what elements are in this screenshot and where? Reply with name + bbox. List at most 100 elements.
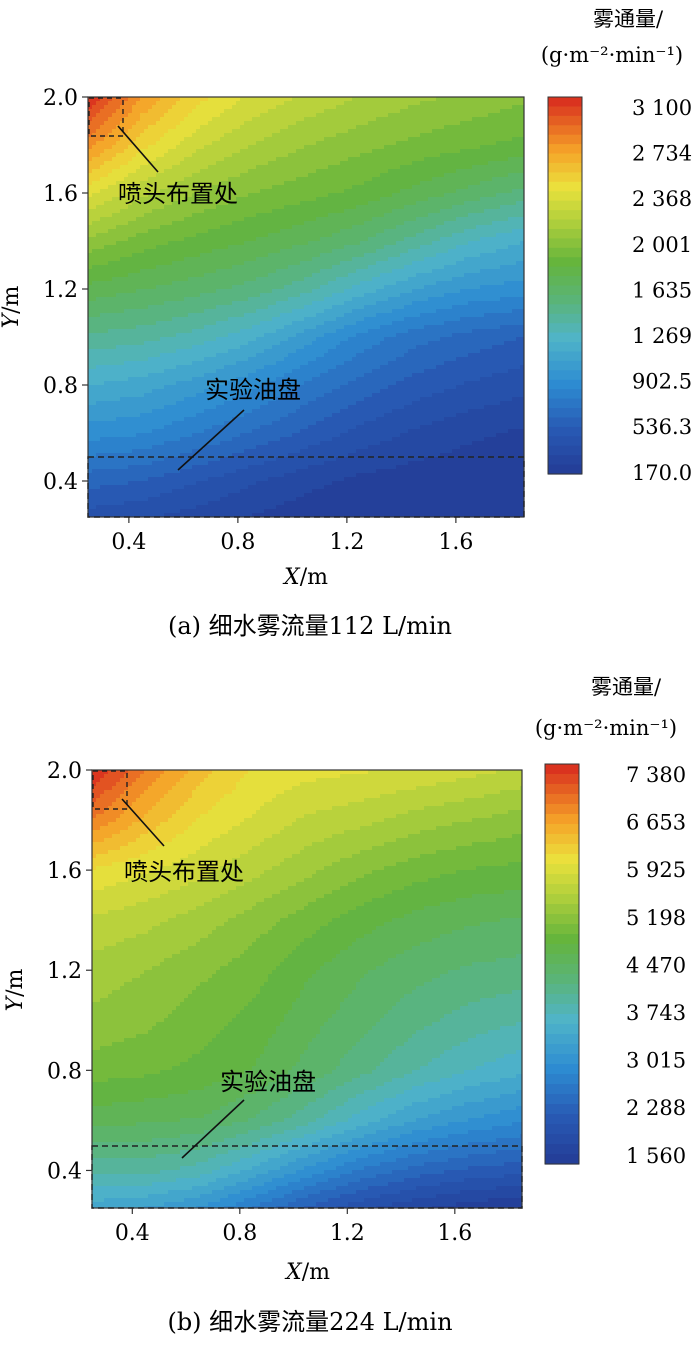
heatmap-cell	[396, 181, 401, 186]
heatmap-cell	[324, 249, 329, 254]
heatmap-cell	[420, 109, 425, 114]
heatmap-cell	[356, 197, 361, 202]
heatmap-cell	[208, 169, 213, 174]
heatmap-cell	[324, 269, 329, 274]
heatmap-cell	[388, 193, 393, 198]
heatmap-cell	[148, 201, 153, 206]
heatmap-cell	[424, 141, 429, 146]
heatmap-cell	[480, 149, 485, 154]
heatmap-cell	[352, 181, 357, 186]
heatmap-cell	[400, 253, 405, 258]
heatmap-cell	[140, 125, 145, 130]
heatmap-cell	[448, 209, 453, 214]
heatmap-cell	[272, 169, 277, 174]
heatmap-cell	[156, 237, 161, 242]
heatmap-cell	[172, 189, 177, 194]
heatmap-cell	[360, 137, 365, 142]
heatmap-cell	[132, 241, 137, 246]
heatmap-cell	[256, 121, 261, 126]
heatmap-cell	[332, 273, 337, 278]
heatmap-cell	[240, 249, 245, 254]
heatmap-cell	[308, 165, 313, 170]
heatmap-cell	[132, 197, 137, 202]
heatmap-cell	[164, 245, 169, 250]
heatmap-cell	[156, 261, 161, 266]
heatmap-cell	[200, 153, 205, 158]
heatmap-cell	[260, 261, 265, 266]
heatmap-cell	[456, 97, 461, 102]
heatmap-cell	[376, 225, 381, 230]
heatmap-cell	[172, 105, 177, 110]
heatmap-cell	[400, 181, 405, 186]
heatmap-cell	[396, 273, 401, 278]
heatmap-cell	[472, 129, 477, 134]
heatmap-cell	[360, 165, 365, 170]
heatmap-cell	[376, 133, 381, 138]
heatmap-cell	[120, 165, 125, 170]
heatmap-cell	[108, 161, 113, 166]
heatmap-cell	[252, 201, 257, 206]
heatmap-cell	[344, 137, 349, 142]
heatmap-cell	[112, 149, 117, 154]
heatmap-cell	[432, 109, 437, 114]
heatmap-cell	[108, 213, 113, 218]
heatmap-cell	[320, 217, 325, 222]
heatmap-cell	[516, 261, 521, 266]
heatmap-cell	[388, 173, 393, 178]
heatmap-cell	[492, 181, 497, 186]
heatmap-cell	[220, 233, 225, 238]
heatmap-cell	[184, 261, 189, 266]
heatmap-cell	[324, 241, 329, 246]
heatmap-cell	[472, 137, 477, 142]
heatmap-cell	[472, 205, 477, 210]
heatmap-cell	[300, 169, 305, 174]
heatmap-cell	[328, 125, 333, 130]
heatmap-cell	[168, 197, 173, 202]
heatmap-cell	[496, 181, 501, 186]
heatmap-cell	[344, 205, 349, 210]
heatmap-cell	[100, 125, 105, 130]
heatmap-cell	[160, 181, 165, 186]
heatmap-cell	[292, 249, 297, 254]
heatmap-cell	[148, 217, 153, 222]
heatmap-cell	[316, 133, 321, 138]
heatmap-cell	[500, 245, 505, 250]
heatmap-cell	[516, 117, 521, 122]
heatmap-cell	[364, 217, 369, 222]
heatmap-cell	[220, 133, 225, 138]
heatmap-cell	[448, 185, 453, 190]
heatmap-cell	[420, 173, 425, 178]
heatmap-cell	[480, 257, 485, 262]
heatmap-cell	[360, 105, 365, 110]
heatmap-cell	[372, 161, 377, 166]
heatmap-cell	[488, 165, 493, 170]
heatmap-cell	[472, 105, 477, 110]
heatmap-cell	[440, 201, 445, 206]
heatmap-cell	[232, 105, 237, 110]
heatmap-cell	[228, 97, 233, 102]
heatmap-cell	[156, 97, 161, 102]
heatmap-cell	[168, 265, 173, 270]
heatmap-cell	[208, 245, 213, 250]
heatmap-cell	[428, 133, 433, 138]
heatmap-cell	[168, 137, 173, 142]
heatmap-cell	[124, 109, 129, 114]
heatmap-cell	[256, 169, 261, 174]
heatmap-cell	[448, 133, 453, 138]
heatmap-cell	[272, 153, 277, 158]
heatmap-cell	[148, 101, 153, 106]
heatmap-cell	[520, 201, 525, 206]
heatmap-cell	[476, 269, 481, 274]
heatmap-cell	[480, 241, 485, 246]
heatmap-cell	[136, 197, 141, 202]
heatmap-cell	[312, 257, 317, 262]
heatmap-cell	[168, 249, 173, 254]
heatmap-cell	[352, 113, 357, 118]
heatmap-cell	[184, 221, 189, 226]
heatmap-cell	[312, 265, 317, 270]
heatmap-cell	[408, 221, 413, 226]
heatmap-cell	[428, 173, 433, 178]
heatmap-cell	[160, 109, 165, 114]
heatmap-cell	[180, 189, 185, 194]
heatmap-cell	[176, 201, 181, 206]
